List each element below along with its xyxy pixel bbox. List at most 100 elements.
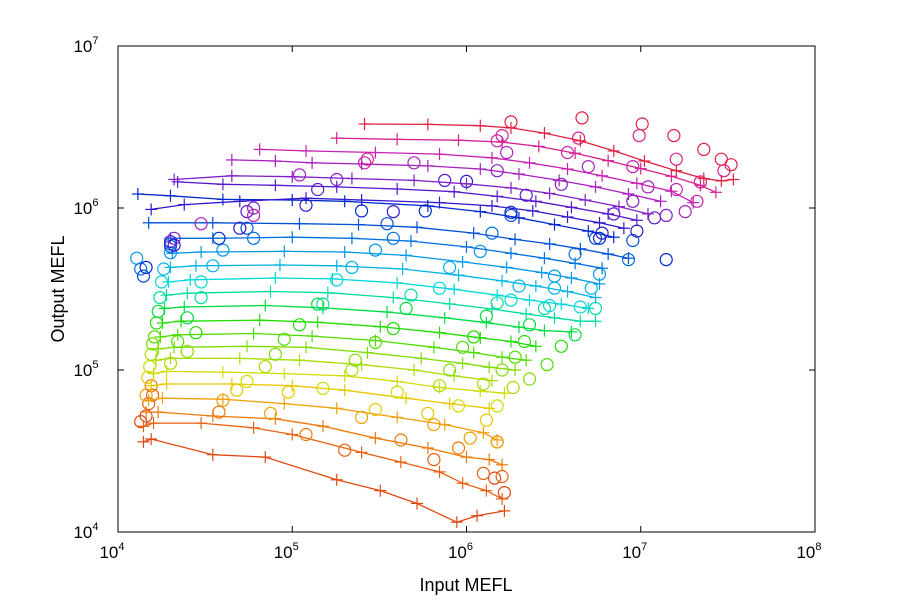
circle-marker: [386, 231, 400, 245]
plus-marker: [316, 420, 329, 433]
plus-marker: [543, 187, 556, 200]
plus-marker: [543, 237, 556, 250]
plus-marker: [617, 222, 630, 235]
plus-marker: [433, 465, 446, 478]
plus-marker: [396, 263, 409, 276]
circle-marker: [697, 142, 711, 156]
plus-marker: [448, 283, 461, 296]
circle-marker: [476, 377, 490, 391]
circle-marker: [299, 427, 313, 442]
circle-marker: [216, 243, 230, 257]
series-6: [143, 360, 511, 413]
series-10: [149, 314, 568, 353]
circle-marker: [669, 182, 683, 197]
plus-marker: [160, 289, 173, 302]
plus-marker: [145, 433, 158, 446]
plus-marker: [452, 269, 465, 282]
plus-marker: [374, 484, 387, 497]
plus-marker: [433, 148, 446, 161]
plus-marker: [483, 453, 496, 466]
circle-marker: [678, 205, 692, 219]
circle-marker: [247, 208, 261, 222]
circle-marker: [495, 363, 509, 377]
plus-marker: [345, 232, 358, 245]
circle-marker: [153, 291, 167, 305]
circle-marker: [522, 372, 537, 386]
plus-marker: [483, 361, 496, 374]
plus-marker: [156, 392, 169, 405]
circle-marker: [240, 221, 254, 235]
series-line: [170, 236, 603, 269]
plus-marker: [269, 155, 282, 168]
plus-marker: [253, 314, 266, 327]
plus-marker: [184, 273, 197, 286]
plus-marker: [152, 406, 165, 419]
plus-marker: [391, 183, 404, 196]
plus-marker: [574, 242, 587, 255]
series-line: [143, 438, 505, 523]
plus-marker: [523, 156, 536, 169]
plus-marker: [500, 261, 513, 274]
plus-marker: [622, 188, 635, 201]
circle-marker: [554, 177, 568, 191]
plus-marker: [181, 287, 194, 300]
plus-marker: [278, 245, 291, 258]
circle-marker: [151, 304, 165, 318]
circle-marker: [212, 231, 226, 245]
series-23: [247, 134, 704, 222]
plus-marker: [195, 246, 208, 259]
plus-marker: [391, 375, 404, 388]
plus-marker: [555, 298, 568, 311]
plus-marker: [529, 280, 542, 293]
circle-marker: [139, 260, 153, 274]
circle-marker: [368, 402, 382, 417]
circle-marker: [506, 380, 520, 395]
plus-marker: [391, 133, 404, 146]
plus-marker: [427, 341, 440, 354]
circle-marker: [575, 111, 589, 125]
plus-marker: [147, 417, 160, 430]
plus-marker: [694, 179, 707, 192]
series-12: [153, 285, 603, 328]
plus-marker: [474, 163, 487, 176]
plus-marker: [456, 357, 469, 370]
plus-marker: [216, 178, 229, 191]
circle-marker: [427, 453, 441, 467]
plus-marker: [278, 397, 291, 410]
plus-marker: [574, 134, 587, 147]
series-13: [155, 271, 595, 315]
tick-layer: 104 105 106 107 108 104 105 106 107: [73, 35, 821, 562]
plus-marker: [247, 421, 260, 434]
plus-marker: [300, 341, 313, 354]
series-line: [172, 250, 600, 285]
circle-marker: [230, 383, 244, 397]
circle-marker: [194, 291, 208, 305]
plus-marker: [569, 147, 582, 160]
plus-marker: [467, 346, 480, 359]
plus-marker: [330, 259, 343, 272]
circle-marker: [573, 300, 587, 314]
circle-marker: [504, 205, 518, 219]
circle-marker: [355, 410, 369, 424]
plus-marker: [504, 247, 517, 260]
series-9: [147, 327, 554, 372]
circle-marker: [490, 435, 504, 449]
plus-marker: [480, 484, 493, 497]
plus-marker: [509, 364, 522, 376]
plus-marker: [512, 168, 525, 181]
plus-marker: [574, 315, 587, 328]
plus-marker: [171, 328, 184, 341]
plus-marker: [286, 231, 299, 244]
plus-marker: [415, 352, 428, 365]
plus-marker: [443, 297, 456, 310]
plus-marker: [565, 325, 578, 338]
plus-marker: [523, 294, 536, 307]
plus-marker: [330, 132, 343, 145]
circle-marker: [281, 385, 295, 399]
plus-marker: [496, 458, 509, 471]
plus-marker: [421, 118, 434, 131]
plus-marker: [529, 195, 542, 208]
plus-marker: [433, 326, 446, 339]
plus-marker: [142, 216, 155, 229]
plus-marker: [369, 432, 382, 445]
